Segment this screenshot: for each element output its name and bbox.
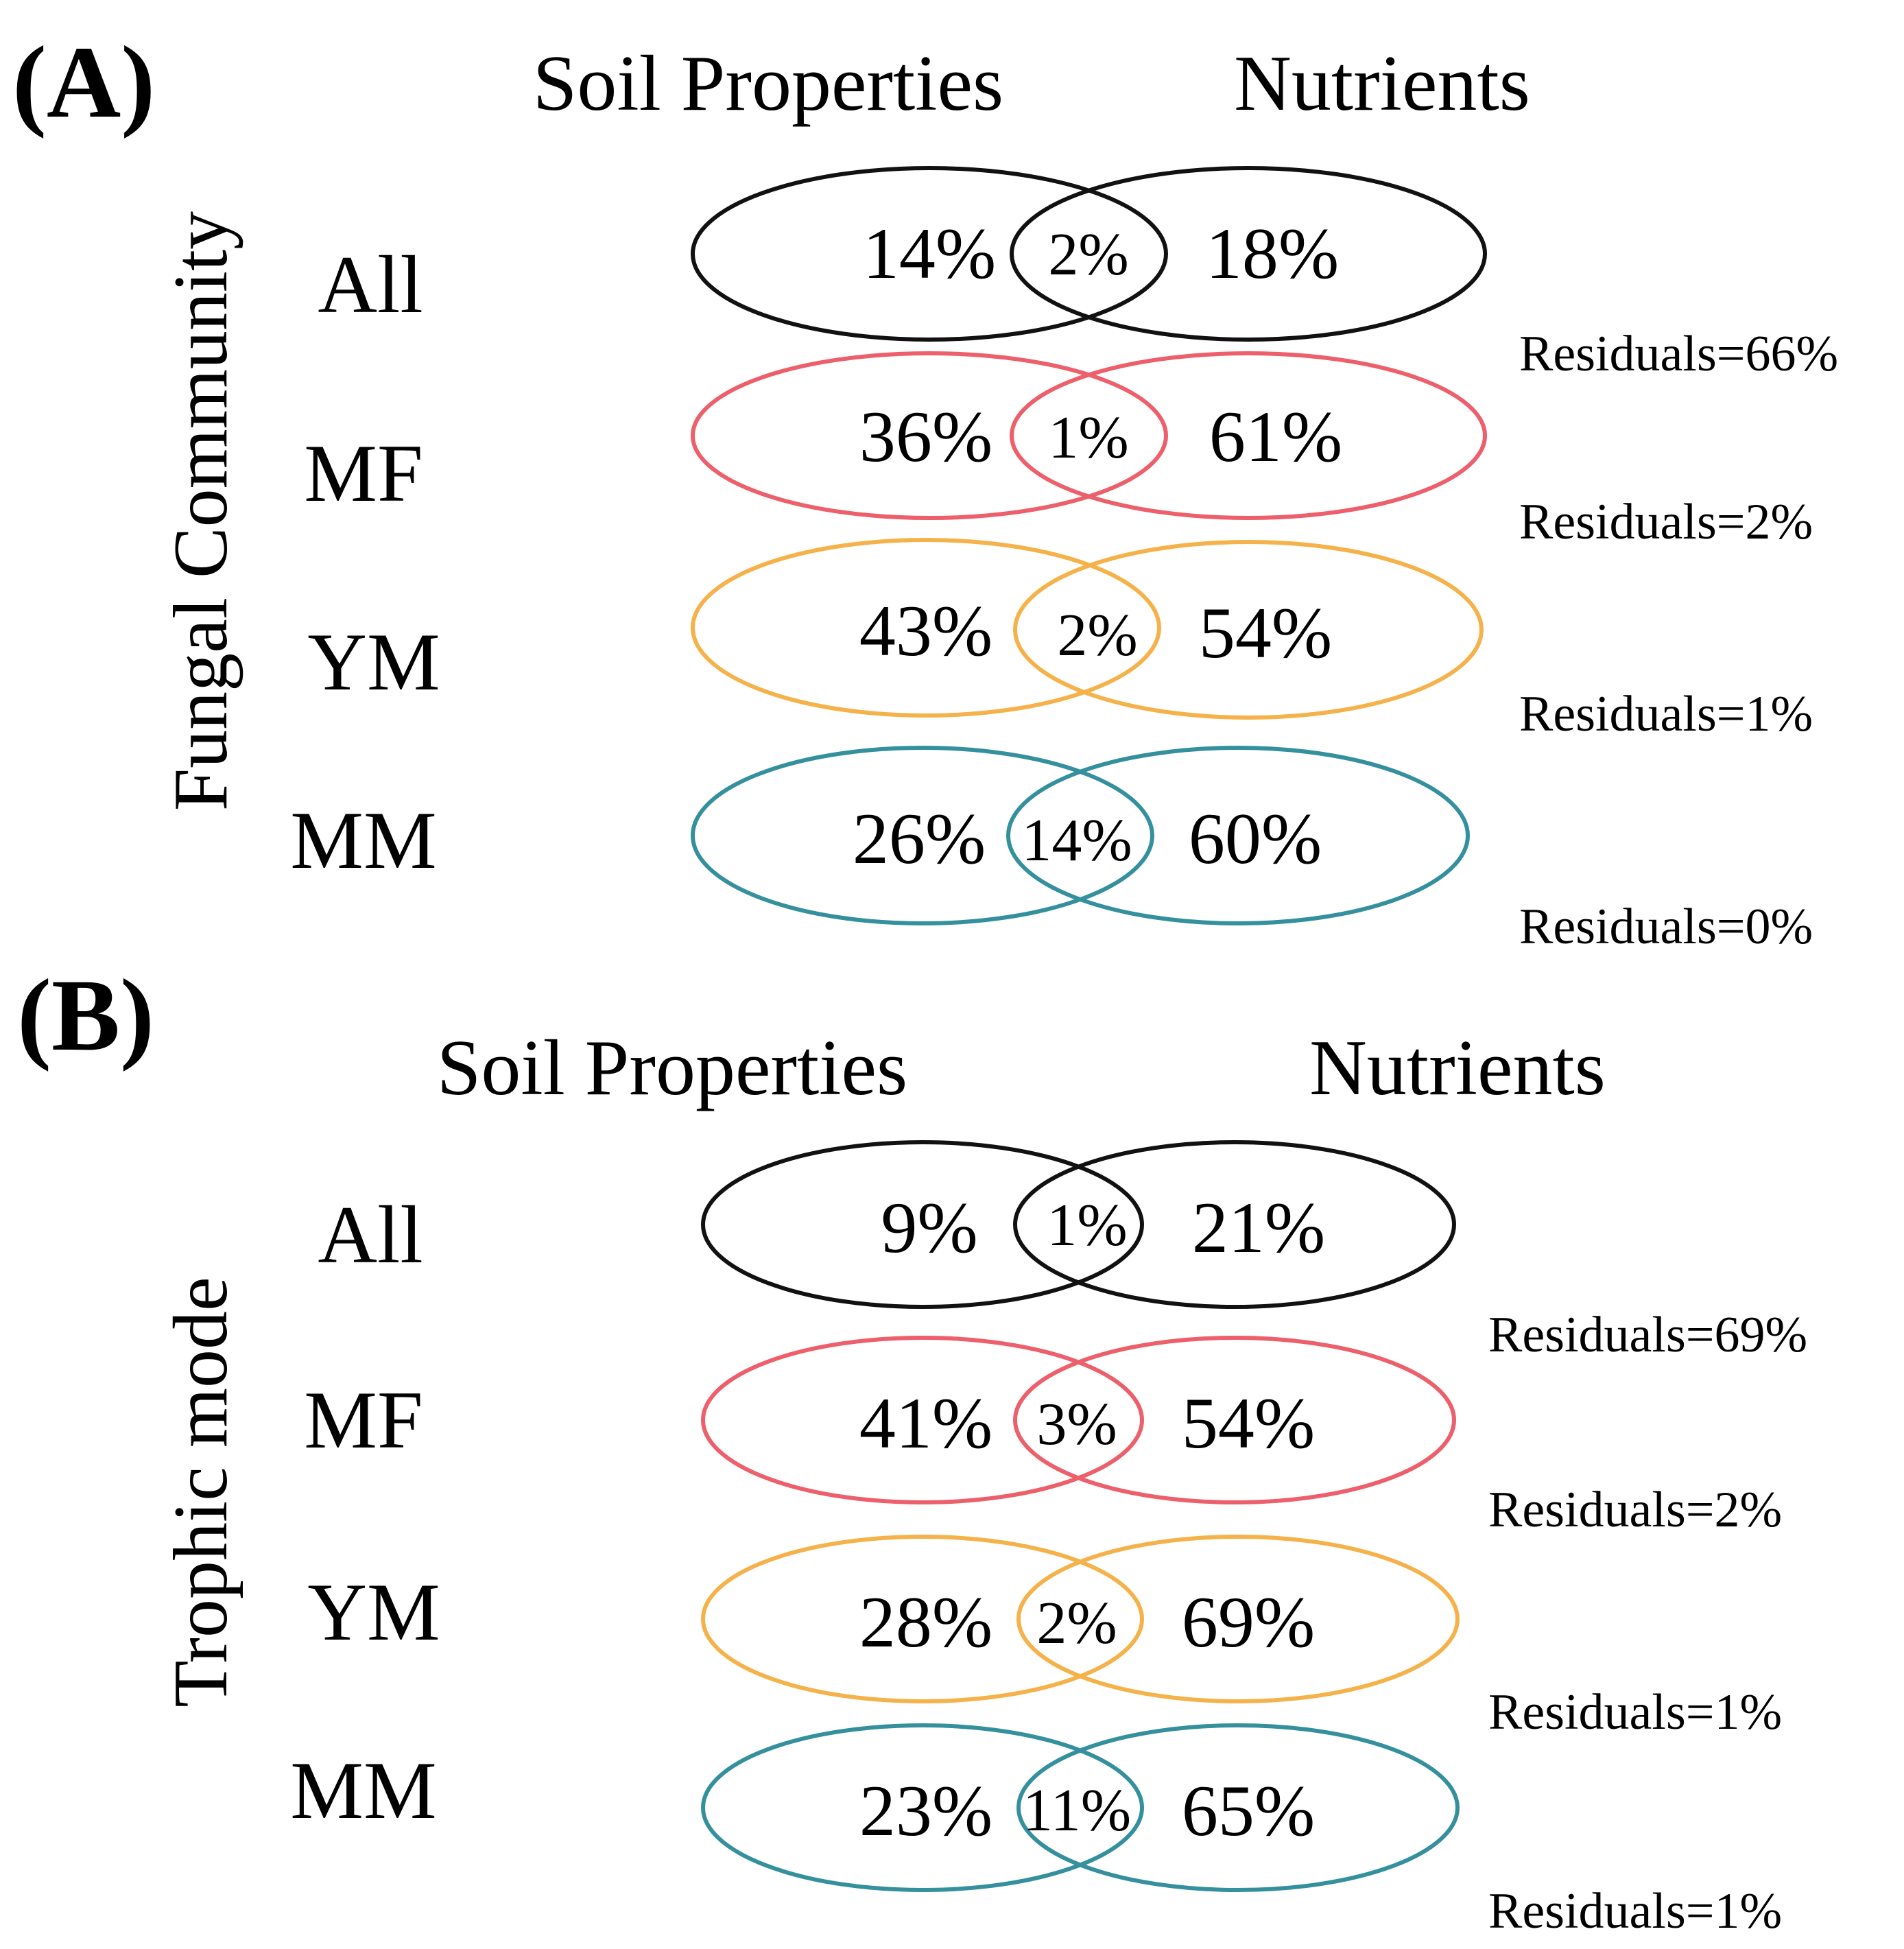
panel-a-y-axis-title: Fungal Community xyxy=(158,211,243,811)
soil-value-b-all: 9% xyxy=(881,1188,977,1268)
nutrients-value-a-all: 18% xyxy=(1206,213,1339,294)
row-label-b-ym: YM xyxy=(307,1566,440,1657)
soil-ellipse-b-ym xyxy=(701,1535,1144,1703)
soil-ellipse-b-all xyxy=(701,1140,1144,1309)
residuals-a-mf: Residuals=2% xyxy=(1519,494,1813,550)
shared-value-b-mf: 3% xyxy=(1036,1391,1117,1458)
nutrients-ellipse-a-mm xyxy=(1006,746,1470,925)
shared-value-a-mm: 14% xyxy=(1021,807,1132,874)
soil-value-a-ym: 43% xyxy=(859,591,992,671)
panel-a-nutrients-header: Nutrients xyxy=(1234,40,1530,128)
nutrients-ellipse-b-mf xyxy=(1013,1336,1456,1504)
row-label-a-mm: MM xyxy=(290,794,436,886)
shared-value-b-all: 1% xyxy=(1047,1192,1127,1259)
nutrients-value-a-mm: 60% xyxy=(1189,799,1322,879)
nutrients-ellipse-a-ym xyxy=(1013,540,1484,720)
nutrients-ellipse-b-all xyxy=(1013,1140,1456,1309)
panel-a-soil-header: Soil Properties xyxy=(533,40,1003,128)
soil-ellipse-b-mf xyxy=(701,1336,1144,1504)
venn-row-a-ym: YM 43% 2% 54% Residuals=1% xyxy=(307,538,1813,742)
nutrients-value-b-ym: 69% xyxy=(1182,1582,1315,1662)
nutrients-value-a-mf: 61% xyxy=(1209,397,1342,477)
soil-ellipse-a-mf xyxy=(691,351,1168,520)
nutrients-value-a-ym: 54% xyxy=(1199,593,1332,673)
panel-b-nutrients-header: Nutrients xyxy=(1309,1024,1606,1112)
nutrients-ellipse-a-all xyxy=(1010,166,1487,342)
soil-value-a-mm: 26% xyxy=(853,799,986,879)
row-label-b-mf: MF xyxy=(304,1374,423,1465)
panel-a-label: (A) xyxy=(12,25,155,139)
venn-row-a-mf: MF 36% 1% 61% Residuals=2% xyxy=(304,351,1813,550)
shared-value-b-mm: 11% xyxy=(1023,1777,1131,1844)
panel-b: (B) Soil Properties Nutrients Trophic mo… xyxy=(17,958,1807,1939)
soil-ellipse-b-mm xyxy=(701,1723,1144,1892)
venn-row-b-all: All 9% 1% 21% Residuals=69% xyxy=(318,1140,1807,1363)
row-label-a-ym: YM xyxy=(307,616,440,707)
soil-ellipse-a-all xyxy=(691,166,1168,342)
soil-ellipse-a-mm xyxy=(691,746,1154,925)
soil-ellipse-a-ym xyxy=(691,538,1161,718)
panel-b-label: (B) xyxy=(17,958,154,1072)
shared-value-a-ym: 2% xyxy=(1057,602,1137,669)
nutrients-value-b-mf: 54% xyxy=(1182,1383,1315,1463)
venn-row-a-mm: MM 26% 14% 60% Residuals=0% xyxy=(290,746,1813,955)
residuals-a-ym: Residuals=1% xyxy=(1519,686,1813,742)
soil-value-a-mf: 36% xyxy=(859,397,992,477)
panel-b-y-axis-title: Trophic mode xyxy=(158,1277,243,1707)
shared-value-a-mf: 1% xyxy=(1048,405,1128,471)
nutrients-ellipse-a-mf xyxy=(1010,351,1487,520)
soil-value-b-mm: 23% xyxy=(859,1771,992,1851)
residuals-a-all: Residuals=66% xyxy=(1519,326,1838,382)
nutrients-ellipse-b-mm xyxy=(1016,1723,1460,1892)
venn-row-a-all: All 14% 2% 18% Residuals=66% xyxy=(318,166,1838,382)
venn-row-b-mf: MF 41% 3% 54% Residuals=2% xyxy=(304,1336,1782,1538)
row-label-a-mf: MF xyxy=(304,427,423,519)
residuals-b-mf: Residuals=2% xyxy=(1488,1482,1782,1538)
row-label-b-mm: MM xyxy=(290,1745,436,1836)
residuals-a-mm: Residuals=0% xyxy=(1519,899,1813,955)
shared-value-b-ym: 2% xyxy=(1036,1590,1117,1657)
panel-a: (A) Soil Properties Nutrients Fungal Com… xyxy=(12,25,1838,955)
panel-b-soil-header: Soil Properties xyxy=(437,1024,907,1112)
soil-value-a-all: 14% xyxy=(863,213,996,294)
nutrients-value-b-mm: 65% xyxy=(1182,1771,1315,1851)
residuals-b-mm: Residuals=1% xyxy=(1488,1883,1782,1939)
venn-row-b-ym: YM 28% 2% 69% Residuals=1% xyxy=(307,1535,1782,1740)
residuals-b-all: Residuals=69% xyxy=(1488,1307,1807,1363)
soil-value-b-mf: 41% xyxy=(859,1383,992,1463)
row-label-a-all: All xyxy=(318,239,423,330)
soil-value-b-ym: 28% xyxy=(859,1582,992,1662)
venn-row-b-mm: MM 23% 11% 65% Residuals=1% xyxy=(290,1723,1782,1939)
nutrients-value-b-all: 21% xyxy=(1192,1188,1325,1268)
shared-value-a-all: 2% xyxy=(1048,222,1128,288)
row-label-b-all: All xyxy=(318,1189,423,1280)
nutrients-ellipse-b-ym xyxy=(1016,1535,1460,1703)
residuals-b-ym: Residuals=1% xyxy=(1488,1684,1782,1740)
